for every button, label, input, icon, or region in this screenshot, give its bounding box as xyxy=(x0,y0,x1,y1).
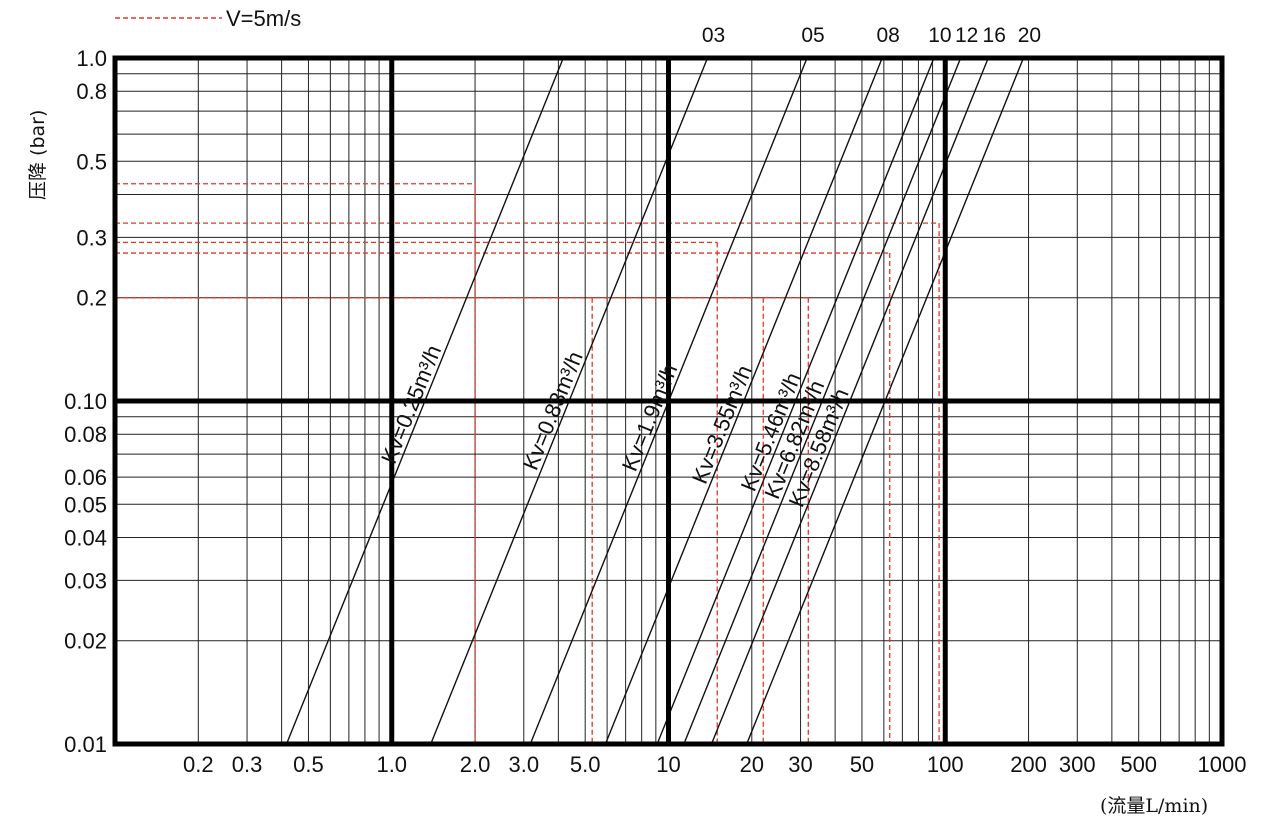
y-tick-labels: 0.01 0.02 0.03 0.04 0.050.06 0.08 0.10 0.2 0.3 0.… xyxy=(64,46,107,757)
legend-label: V=5m/s xyxy=(226,6,301,31)
y-tick-label: 0.03 xyxy=(64,568,107,593)
y-tick-label: 0.02 xyxy=(64,629,107,654)
y-tick-label: 0.04 xyxy=(64,525,107,550)
kv-label: Kv=0.83m³/h xyxy=(518,348,588,474)
x-tick-label: 1.0 xyxy=(376,752,407,777)
x-tick-label: 10 xyxy=(656,752,680,777)
x-tick-label: 200 xyxy=(1010,752,1047,777)
y-tick-label: 0.5 xyxy=(76,149,107,174)
curve-top-label: 12 xyxy=(955,24,978,47)
x-tick-label: 0.5 xyxy=(293,752,324,777)
y-tick-label: 0.05 xyxy=(64,492,107,517)
curve-top-label: 10 xyxy=(928,24,951,47)
x-tick-label: 20 xyxy=(740,752,764,777)
x-tick-label: 5.0 xyxy=(570,752,601,777)
y-tick-label: 0.8 xyxy=(76,79,107,104)
kv-label: Kv=0.25m³/h xyxy=(376,342,446,468)
x-tick-label: 1000 xyxy=(1198,752,1247,777)
legend: V=5m/s xyxy=(115,6,301,31)
x-tick-label: 0.3 xyxy=(232,752,263,777)
kv-label: Kv=1.9m³/h xyxy=(617,360,683,474)
x-tick-label: 500 xyxy=(1120,752,1157,777)
curve-top-label: 08 xyxy=(876,24,899,47)
x-tick-label: 30 xyxy=(788,752,812,777)
y-tick-label: 0.2 xyxy=(76,286,107,311)
y-tick-label: 0.08 xyxy=(64,422,107,447)
curve-top-labels: 03 05 08 10 12 16 20 xyxy=(702,24,1041,47)
curve-top-label: 03 xyxy=(702,24,725,47)
curve-top-label: 16 xyxy=(983,24,1006,47)
y-tick-label: 0.01 xyxy=(64,732,107,757)
x-axis-label: (流量L/min) xyxy=(1100,795,1208,817)
curve-top-label: 20 xyxy=(1018,24,1041,47)
x-tick-labels: 0.2 0.3 0.5 1.0 2.0 3.0 5.0 10 20 30 50 100 200 300 50… xyxy=(183,752,1246,777)
y-tick-label: 0.10 xyxy=(64,389,107,414)
y-tick-label: 1.0 xyxy=(76,46,107,71)
x-tick-label: 2.0 xyxy=(460,752,491,777)
plot-frame xyxy=(112,55,1225,747)
x-tick-label: 100 xyxy=(927,752,964,777)
kv-labels: Kv=0.25m³/h Kv=0.83m³/h Kv=1.9m³/h Kv=3.55m… xyxy=(376,342,854,511)
y-tick-label: 0.3 xyxy=(76,225,107,250)
x-tick-label: 3.0 xyxy=(508,752,539,777)
x-tick-label: 0.2 xyxy=(183,752,214,777)
y-axis-label: 压降 (bar) xyxy=(27,110,49,200)
curve-top-label: 05 xyxy=(801,24,824,47)
x-tick-label: 50 xyxy=(850,752,874,777)
y-tick-label: 0.06 xyxy=(64,465,107,490)
x-tick-label: 300 xyxy=(1059,752,1096,777)
